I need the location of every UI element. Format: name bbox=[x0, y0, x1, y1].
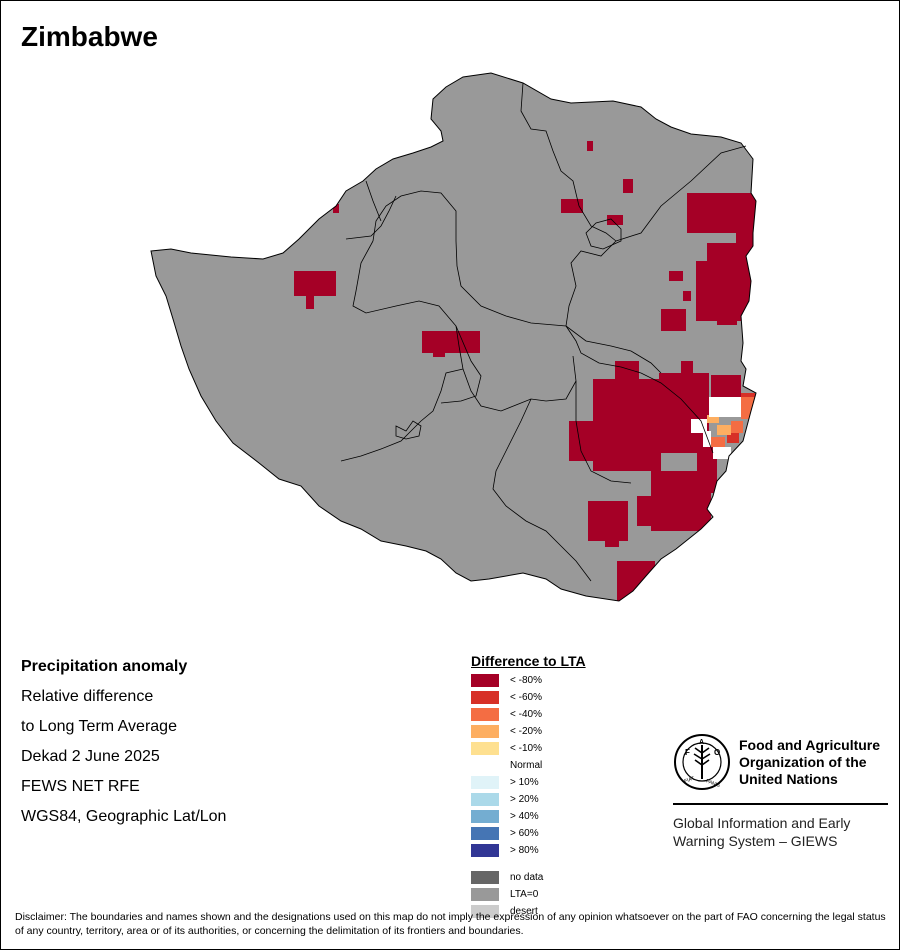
legend-special-label: no data bbox=[510, 872, 544, 883]
legend-class-label: > 10% bbox=[510, 777, 539, 788]
info-line-2: to Long Term Average bbox=[21, 718, 177, 735]
legend-class-row: > 60% bbox=[471, 826, 586, 843]
fao-name-line-3: United Nations bbox=[739, 771, 838, 787]
legend-special-label: LTA=0 bbox=[510, 889, 539, 900]
svg-text:O: O bbox=[714, 748, 720, 757]
giews-name: Global Information and Early Warning Sys… bbox=[673, 814, 850, 850]
legend-class-swatch bbox=[471, 793, 499, 806]
disclaimer: Disclaimer: The boundaries and names sho… bbox=[15, 911, 886, 937]
legend-class-swatch bbox=[471, 691, 499, 704]
legend-class-swatch bbox=[471, 776, 499, 789]
fao-organization-name: Food and Agriculture Organization of the… bbox=[739, 737, 880, 788]
fao-divider bbox=[673, 803, 888, 805]
legend-class-label: < -80% bbox=[510, 675, 542, 686]
legend-special-label: desert bbox=[510, 906, 538, 917]
giews-line-2: Warning System – GIEWS bbox=[673, 833, 838, 849]
legend-class-row: > 10% bbox=[471, 775, 586, 792]
legend-classes: < -80% < -60% < -40% < -20% < -10% Normal > 10… bbox=[471, 673, 586, 860]
map-info-block: Precipitation anomaly Relative differenc… bbox=[21, 657, 226, 837]
legend-special-row: LTA=0 bbox=[471, 887, 586, 904]
legend-special-swatch bbox=[471, 888, 499, 901]
legend-class-swatch bbox=[471, 742, 499, 755]
legend-class-label: > 80% bbox=[510, 845, 539, 856]
info-line-1: Relative difference bbox=[21, 688, 154, 705]
legend-special: no data LTA=0 desert bbox=[471, 870, 586, 921]
info-heading: Precipitation anomaly bbox=[21, 658, 188, 675]
info-projection: WGS84, Geographic Lat/Lon bbox=[21, 808, 227, 825]
svg-text:A: A bbox=[699, 739, 704, 746]
legend-title: Difference to LTA bbox=[471, 653, 586, 669]
legend-class-swatch bbox=[471, 708, 499, 721]
legend-class-row: < -40% bbox=[471, 707, 586, 724]
svg-text:PANIS: PANIS bbox=[705, 778, 721, 789]
legend-class-swatch bbox=[471, 844, 499, 857]
legend-class-row: Normal bbox=[471, 758, 586, 775]
svg-text:FIAT: FIAT bbox=[683, 776, 695, 785]
legend-class-swatch bbox=[471, 759, 499, 772]
fao-name-line-2: Organization of the bbox=[739, 754, 867, 770]
legend-class-label: < -10% bbox=[510, 743, 542, 754]
anomaly-layer bbox=[294, 141, 756, 601]
legend-class-label: > 60% bbox=[510, 828, 539, 839]
legend-class-label: < -60% bbox=[510, 692, 542, 703]
legend-class-label: Normal bbox=[510, 760, 543, 771]
anomaly-lt-20 bbox=[707, 415, 731, 435]
legend-class-row: < -20% bbox=[471, 724, 586, 741]
legend: Difference to LTA < -80% < -60% < -40% < -2… bbox=[471, 653, 586, 921]
legend-special-row: desert bbox=[471, 904, 586, 921]
map-title: Zimbabwe bbox=[21, 21, 158, 52]
info-period: Dekad 2 June 2025 bbox=[21, 748, 160, 765]
legend-class-swatch bbox=[471, 827, 499, 840]
legend-class-swatch bbox=[471, 674, 499, 687]
legend-class-label: > 40% bbox=[510, 811, 539, 822]
info-source: FEWS NET RFE bbox=[21, 778, 140, 795]
legend-class-label: < -20% bbox=[510, 726, 542, 737]
legend-class-swatch bbox=[471, 725, 499, 738]
legend-class-row: < -60% bbox=[471, 690, 586, 707]
legend-class-swatch bbox=[471, 810, 499, 823]
legend-special-row: no data bbox=[471, 870, 586, 887]
legend-class-row: < -10% bbox=[471, 741, 586, 758]
legend-class-row: > 80% bbox=[471, 843, 586, 860]
legend-special-swatch bbox=[471, 905, 499, 918]
fao-name-line-1: Food and Agriculture bbox=[739, 737, 881, 753]
province-boundaries bbox=[340, 82, 747, 582]
fao-logo: F A O FIAT PANIS bbox=[674, 734, 730, 790]
legend-class-label: < -40% bbox=[510, 709, 542, 720]
giews-line-1: Global Information and Early bbox=[673, 815, 851, 831]
anomaly-normal bbox=[691, 397, 741, 459]
legend-class-row: < -80% bbox=[471, 673, 586, 690]
legend-class-label: > 20% bbox=[510, 794, 539, 805]
legend-class-row: > 20% bbox=[471, 792, 586, 809]
country-outline bbox=[150, 72, 757, 602]
legend-class-row: > 40% bbox=[471, 809, 586, 826]
svg-text:F: F bbox=[685, 748, 690, 757]
legend-special-swatch bbox=[471, 871, 499, 884]
zimbabwe-map bbox=[150, 72, 757, 602]
